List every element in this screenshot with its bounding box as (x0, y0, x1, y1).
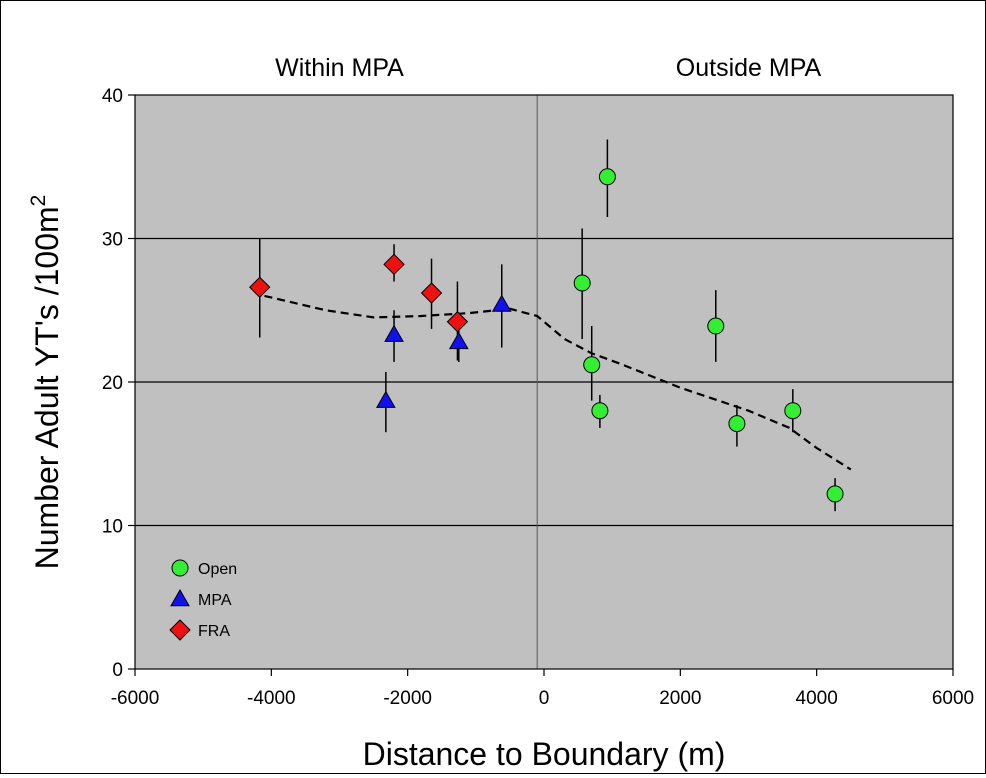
point-open (598, 168, 616, 186)
x-tick-label: -6000 (111, 688, 160, 709)
point-fra (446, 311, 469, 333)
y-tick-label: 40 (102, 86, 123, 107)
legend-label-open: Open (198, 561, 237, 578)
y-axis-title-text: Number Adult YT's /100m (29, 206, 65, 569)
point-mpa (375, 390, 396, 408)
legend-marker-mpa (170, 588, 190, 607)
y-axis-title: Number Adult YT's /100m2 (27, 195, 65, 570)
trend-line-group (264, 294, 852, 471)
point-mpa (384, 324, 404, 342)
point-mpa (448, 331, 469, 350)
region-label: Outside MPA (676, 54, 822, 82)
x-tick-label: -2000 (383, 688, 432, 709)
trend-line (264, 294, 852, 471)
point-open (784, 402, 802, 420)
axes (128, 94, 954, 676)
x-axis-title: Distance to Boundary (m) (363, 736, 726, 772)
y-tick-label: 10 (102, 517, 123, 538)
y-tick-label: 30 (102, 230, 123, 251)
legend-label-mpa: MPA (198, 592, 232, 609)
region-labels: Within MPA Outside MPA (275, 54, 821, 82)
y-tick-label: 20 (102, 373, 123, 394)
point-open (728, 415, 746, 433)
y-axis-title-superscript: 2 (27, 195, 50, 207)
point-fra (420, 282, 443, 304)
x-tick-label: 0 (539, 688, 550, 709)
data-markers (249, 168, 844, 503)
point-open (826, 485, 844, 503)
point-fra (383, 253, 405, 276)
point-fra (249, 276, 271, 298)
tick-labels: -6000 -4000 -2000 0 2000 4000 6000 0 10 20 30 40 (102, 86, 974, 709)
point-open (591, 402, 609, 420)
x-tick-label: 4000 (796, 688, 838, 709)
gridlines (135, 237, 953, 527)
y-tick-label: 0 (112, 660, 123, 681)
point-open (583, 356, 601, 374)
x-tick-label: 6000 (932, 688, 974, 709)
point-mpa (491, 294, 512, 312)
point-open (573, 274, 591, 292)
legend-marker-fra (169, 619, 191, 641)
x-tick-label: 2000 (659, 688, 701, 709)
x-tick-label: -4000 (247, 688, 296, 709)
region-label: Within MPA (275, 54, 404, 82)
legend: Open MPA FRA (169, 559, 237, 641)
legend-label-fra: FRA (198, 623, 230, 640)
point-open (707, 317, 725, 335)
legend-marker-open (171, 559, 189, 577)
